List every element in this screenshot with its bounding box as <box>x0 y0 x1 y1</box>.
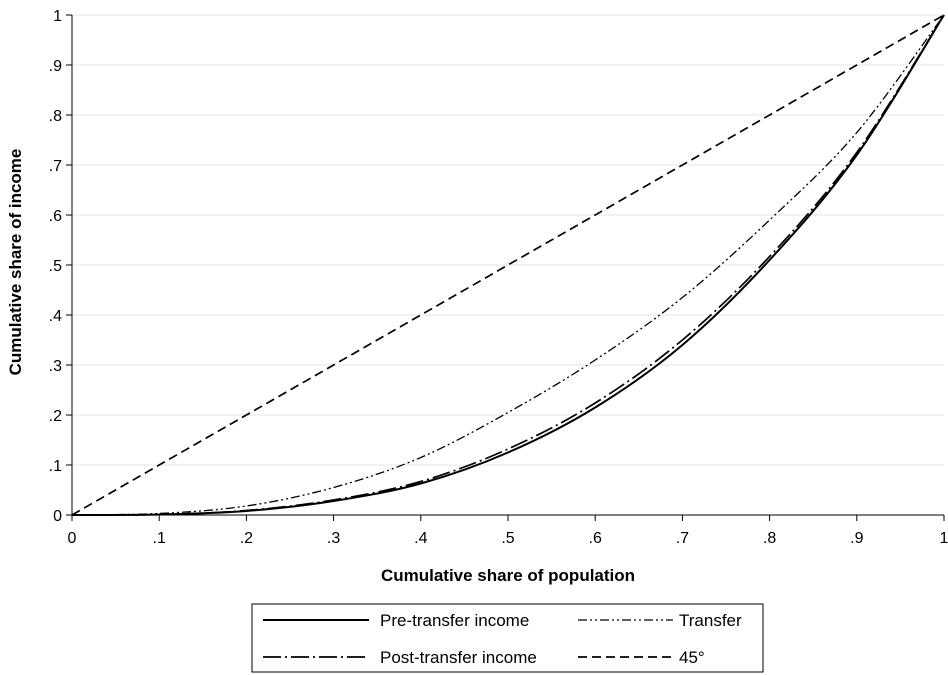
x-tick-label-0: 0 <box>68 530 77 547</box>
legend-label-post-transfer: Post-transfer income <box>380 648 537 667</box>
x-tick-label-4: .4 <box>414 530 427 547</box>
legend: Pre-transfer income Transfer Post-transf… <box>251 603 764 673</box>
series-lines <box>71 14 945 516</box>
y-tick-label-7: .7 <box>49 158 62 175</box>
y-tick-label-6: .6 <box>49 208 62 225</box>
x-tick-label-1: .1 <box>153 530 166 547</box>
y-tick-label-3: .3 <box>49 358 62 375</box>
x-tick-label-10: 1 <box>940 530 948 547</box>
x-tick-label-7: .7 <box>676 530 689 547</box>
x-tick-label-3: .3 <box>327 530 340 547</box>
legend-label-transfer: Transfer <box>679 611 742 630</box>
series-line-transfer <box>71 14 945 516</box>
x-tick-label-2: .2 <box>240 530 253 547</box>
y-tick-label-9: .9 <box>49 58 62 75</box>
x-tick-label-6: .6 <box>589 530 602 547</box>
y-tick-label-2: .2 <box>49 408 62 425</box>
x-tick-label-8: .8 <box>763 530 776 547</box>
y-tick-label-8: .8 <box>49 108 62 125</box>
gridlines <box>72 14 944 466</box>
x-tick-label-5: .5 <box>501 530 514 547</box>
y-tick-label-1: .1 <box>49 458 62 475</box>
y-tick-label-10: 1 <box>53 8 62 25</box>
legend-label-45-degree: 45° <box>679 648 705 667</box>
y-tick-label-0: 0 <box>53 508 62 525</box>
y-axis-title: Cumulative share of income <box>6 149 25 376</box>
y-tick-label-4: .4 <box>49 308 62 325</box>
axes: 0 .1 .2 .3 .4 .5 .6 .7 .8 .9 1 0 .1 .2 .3 .4 .5 .6 .7 .8 .9 1 <box>49 8 948 547</box>
legend-box <box>251 603 764 673</box>
y-tick-label-5: .5 <box>49 258 62 275</box>
x-axis-title: Cumulative share of population <box>381 566 635 585</box>
series-line-pre-transfer <box>71 14 945 516</box>
series-line-post-transfer <box>71 14 945 516</box>
x-tick-label-9: .9 <box>850 530 863 547</box>
legend-label-pre-transfer: Pre-transfer income <box>380 611 529 630</box>
